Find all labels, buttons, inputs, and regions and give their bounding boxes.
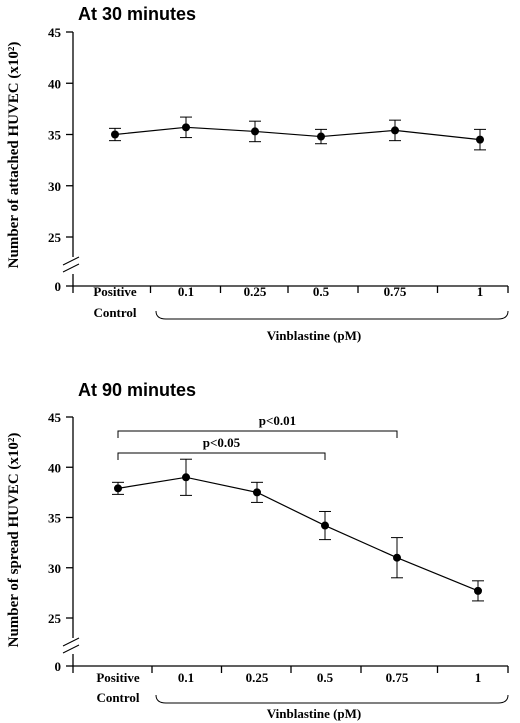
y-tick-label: 0 [55,279,62,294]
y-tick-label: 30 [48,179,61,194]
data-point [182,123,190,132]
chart-panel-1: At 30 minutes Number of attached HUVEC (x… [6,4,509,343]
data-point [317,132,325,141]
x-tick-label: 0.75 [384,284,407,299]
x-tick-label: 1 [475,670,482,685]
data-point [476,135,484,144]
group-brace [155,694,509,704]
y-tick-label: 35 [48,128,62,143]
x-tick-label: 0.75 [386,670,409,685]
axis-break-mark [62,637,80,654]
x-tick-label: 0.5 [313,284,330,299]
x-tick-label: 0.1 [178,670,194,685]
x-tick-label: 0.25 [244,284,267,299]
data-point [393,553,401,562]
series-line [114,126,481,141]
data-point [111,130,119,139]
data-point [474,586,482,595]
data-point [391,126,399,135]
data-point [114,484,122,493]
y-axis-label: Number of spread HUVEC (x10²) [6,433,22,648]
y-axis-label: Number of attached HUVEC (x10²) [6,42,22,269]
x-tick-label: 0.25 [246,670,269,685]
x-tick-label: Positive Control [93,284,137,320]
chart-title: At 90 minutes [78,380,196,400]
significance-label: p<0.01 [259,413,296,428]
y-tick-label: 30 [48,561,61,576]
data-point [251,127,259,136]
x-tick-label: 0.5 [317,670,334,685]
data-point [182,473,190,482]
significance-bracket [117,430,398,438]
y-tick-label: 0 [55,659,62,674]
data-point [321,521,329,530]
x-tick-label: 0.1 [178,284,194,299]
significance-label: p<0.05 [203,435,241,450]
data-point [253,488,261,497]
axis-break-mark [62,256,80,273]
y-tick-label: 40 [48,460,61,475]
series-line [117,476,479,592]
y-tick-label: 45 [48,25,62,40]
significance-bracket [117,452,326,460]
y-tick-label: 40 [48,76,61,91]
group-brace [155,310,509,320]
x-tick-label: 1 [477,284,484,299]
y-tick-label: 25 [48,611,62,626]
chart-panel-2: At 90 minutes Number of spread HUVEC (x10… [6,380,509,721]
y-tick-label: 45 [48,410,62,425]
y-tick-label: 25 [48,230,62,245]
group-label: Vinblastine (pM) [267,706,362,721]
y-tick-label: 35 [48,511,62,526]
x-tick-label: Positive Control [96,670,140,705]
chart-title: At 30 minutes [78,4,196,24]
group-label: Vinblastine (pM) [267,328,362,343]
